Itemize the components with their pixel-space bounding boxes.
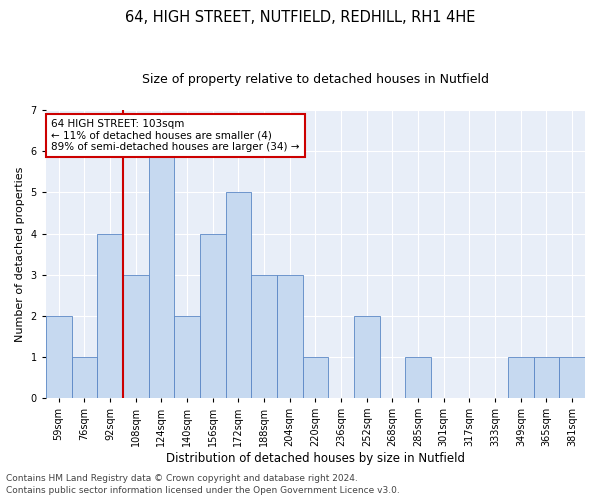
Bar (354, 316, 380, 398)
Bar (277, 274, 302, 398)
Bar (149, 152, 174, 398)
Bar (46, 316, 71, 398)
Bar (405, 357, 431, 398)
Y-axis label: Number of detached properties: Number of detached properties (15, 166, 25, 342)
Title: Size of property relative to detached houses in Nutfield: Size of property relative to detached ho… (142, 72, 489, 86)
Text: Contains HM Land Registry data © Crown copyright and database right 2024.
Contai: Contains HM Land Registry data © Crown c… (6, 474, 400, 495)
Bar (71, 357, 97, 398)
Bar (174, 316, 200, 398)
Text: 64 HIGH STREET: 103sqm
← 11% of detached houses are smaller (4)
89% of semi-deta: 64 HIGH STREET: 103sqm ← 11% of detached… (51, 119, 300, 152)
Bar (559, 357, 585, 398)
Bar (200, 234, 226, 398)
Bar (226, 192, 251, 398)
Text: 64, HIGH STREET, NUTFIELD, REDHILL, RH1 4HE: 64, HIGH STREET, NUTFIELD, REDHILL, RH1 … (125, 10, 475, 25)
Bar (251, 274, 277, 398)
Bar (508, 357, 533, 398)
Bar (302, 357, 328, 398)
Bar (123, 274, 149, 398)
Bar (533, 357, 559, 398)
Bar (97, 234, 123, 398)
X-axis label: Distribution of detached houses by size in Nutfield: Distribution of detached houses by size … (166, 452, 465, 465)
